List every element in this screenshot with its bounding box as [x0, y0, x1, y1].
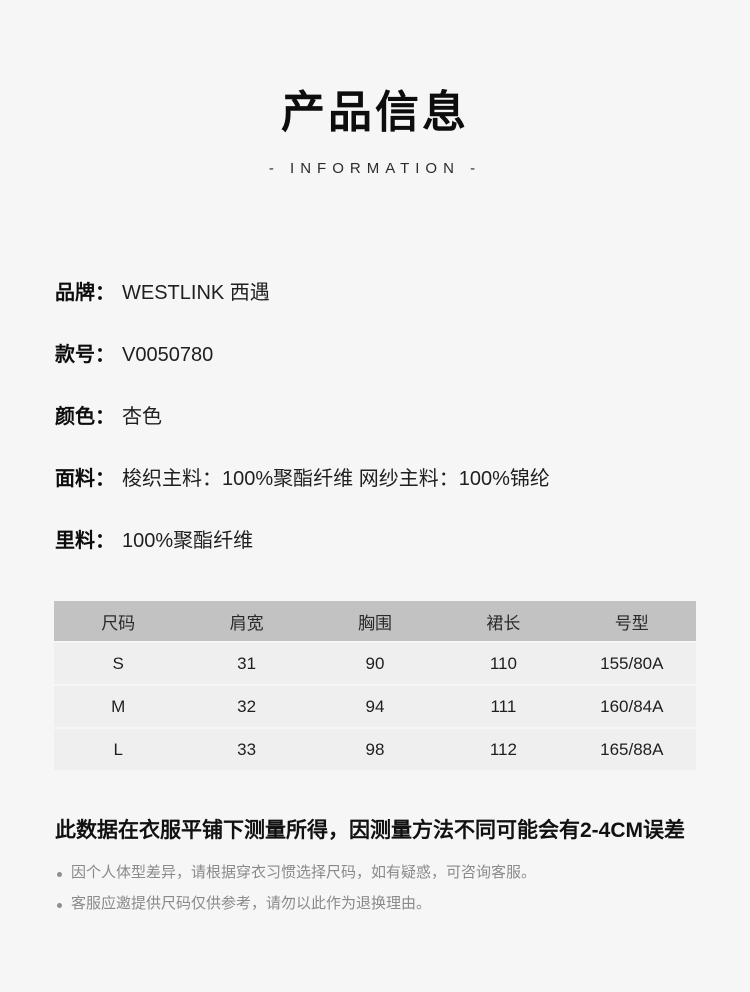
detail-label: 颜色：: [55, 406, 115, 428]
table-cell: 94: [310, 686, 440, 727]
table-header-cell-shoulder: 肩宽: [182, 601, 311, 641]
detail-value: 100%聚酯纤维: [122, 530, 254, 552]
table-cell: S: [54, 643, 183, 684]
table-cell: 111: [439, 686, 568, 727]
table-cell: L: [54, 729, 183, 770]
table-header-cell-size: 尺码: [54, 601, 183, 641]
table-cell: M: [54, 686, 183, 727]
detail-row-fabric: 面料： 梭织主料：100%聚酯纤维 网纱主料：100%锦纶: [55, 465, 695, 493]
table-cell: 112: [439, 729, 568, 770]
product-details: 品牌： WESTLINK 西遇 款号： V0050780 颜色： 杏色 面料： 梭织主料…: [55, 279, 695, 555]
table-cell: 33: [182, 729, 311, 770]
detail-row-style-number: 款号： V0050780: [55, 341, 695, 369]
detail-value: WESTLINK 西遇: [122, 282, 270, 304]
page-title: 产品信息: [281, 88, 469, 137]
detail-label: 面料：: [55, 468, 115, 490]
size-table-body: S 31 90 110 155/80A M 32 94 111 160/84A …: [54, 643, 696, 770]
table-header-cell-bust: 胸围: [310, 601, 440, 641]
table-cell: 31: [182, 643, 311, 684]
detail-value: 梭织主料：100%聚酯纤维 网纱主料：100%锦纶: [122, 468, 550, 490]
table-cell: 90: [310, 643, 440, 684]
detail-row-lining: 里料： 100%聚酯纤维: [55, 527, 695, 555]
table-cell: 160/84A: [567, 686, 696, 727]
table-cell: 110: [439, 643, 568, 684]
table-header-row: 尺码 肩宽 胸围 裙长 号型: [54, 601, 696, 641]
bullet-dot-icon: [57, 903, 62, 908]
note-item: 因个人体型差异，请根据穿衣习惯选择尺码，如有疑惑，可咨询客服。: [55, 862, 695, 883]
page-header: 产品信息 - INFORMATION -: [0, 0, 750, 178]
note-text: 因个人体型差异，请根据穿衣习惯选择尺码，如有疑惑，可咨询客服。: [71, 864, 537, 881]
detail-row-brand: 品牌： WESTLINK 西遇: [55, 279, 695, 307]
note-item: 客服应邀提供尺码仅供参考，请勿以此作为退换理由。: [55, 893, 695, 914]
table-header-cell-type: 号型: [567, 601, 696, 641]
note-text: 客服应邀提供尺码仅供参考，请勿以此作为退换理由。: [71, 895, 432, 912]
measurement-notes: 此数据在衣服平铺下测量所得，因测量方法不同可能会有2-4CM误差 因个人体型差异…: [55, 816, 695, 914]
table-header-cell-length: 裙长: [439, 601, 568, 641]
table-cell: 165/88A: [567, 729, 696, 770]
table-cell: 32: [182, 686, 311, 727]
table-cell: 155/80A: [567, 643, 696, 684]
size-table: 尺码 肩宽 胸围 裙长 号型 S 31 90 110 155/80A M 32 …: [54, 599, 696, 772]
size-table-head: 尺码 肩宽 胸围 裙长 号型: [54, 601, 696, 641]
table-row-l: L 33 98 112 165/88A: [54, 729, 696, 770]
detail-label: 款号：: [55, 344, 115, 366]
table-row-s: S 31 90 110 155/80A: [54, 643, 696, 684]
detail-value: 杏色: [122, 406, 162, 428]
note-highlight: 此数据在衣服平铺下测量所得，因测量方法不同可能会有2-4CM误差: [55, 819, 686, 842]
detail-value: V0050780: [122, 344, 214, 366]
detail-row-color: 颜色： 杏色: [55, 403, 695, 431]
detail-label: 品牌：: [55, 282, 115, 304]
table-cell: 98: [310, 729, 440, 770]
bullet-dot-icon: [57, 872, 62, 877]
page-subtitle: - INFORMATION -: [268, 160, 482, 177]
detail-label: 里料：: [55, 530, 115, 552]
table-row-m: M 32 94 111 160/84A: [54, 686, 696, 727]
